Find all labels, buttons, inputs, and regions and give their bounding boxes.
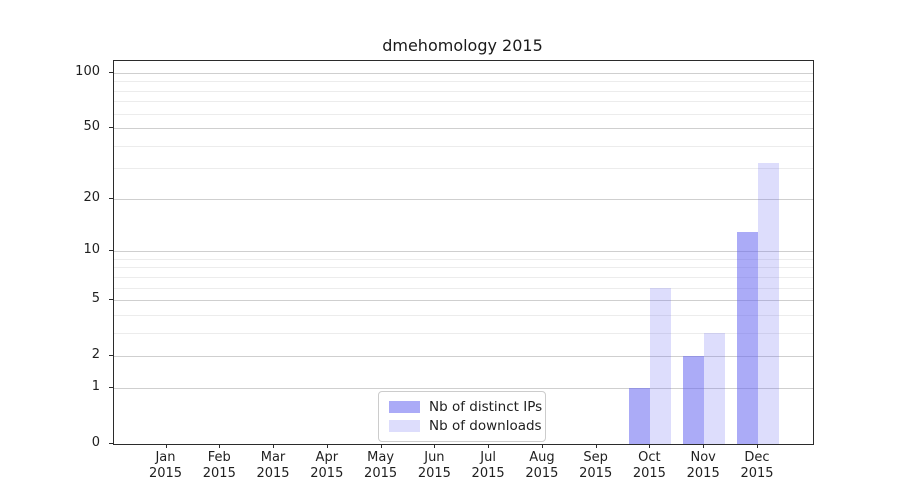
bar-nb-of-downloads-dec <box>758 162 779 444</box>
x-tick-mark <box>757 444 758 448</box>
x-tick-mark <box>434 444 436 448</box>
y-tick-mark <box>109 198 113 200</box>
distinct-ips-swatch <box>389 400 420 413</box>
gridline-major <box>114 73 813 74</box>
x-tick-mark <box>595 444 597 448</box>
bar-nb-of-downloads-oct <box>650 287 672 444</box>
gridline-minor <box>114 276 813 278</box>
gridline-minor <box>114 314 813 316</box>
plot-area: Nb of distinct IPs Nb of downloads <box>113 60 814 445</box>
chart-title: dmehomology 2015 <box>382 36 543 55</box>
y-tick-mark <box>109 126 113 128</box>
y-tick-label: 100 <box>75 64 100 79</box>
x-tick-label: Sep 2015 <box>579 450 613 481</box>
legend-label-distinct-ips: Nb of distinct IPs <box>429 398 543 415</box>
y-tick-mark <box>109 72 113 73</box>
y-tick-label: 2 <box>91 346 100 362</box>
x-tick-mark <box>649 444 651 448</box>
x-tick-label: Dec 2015 <box>740 450 774 481</box>
y-tick-label: 1 <box>91 379 100 395</box>
gridline-minor <box>114 287 813 289</box>
x-tick-mark <box>165 444 167 448</box>
gridline-minor <box>114 258 813 260</box>
x-tick-label: Aug 2015 <box>525 450 559 481</box>
y-tick-label: 20 <box>83 190 100 206</box>
x-tick-mark <box>488 444 490 448</box>
bar-nb-of-distinct-ips-oct <box>629 388 651 444</box>
downloads-swatch <box>389 419 420 432</box>
x-tick-label: Feb 2015 <box>202 450 236 481</box>
legend-row-downloads: Nb of downloads <box>379 416 545 435</box>
gridline-minor <box>114 267 813 269</box>
gridline-major <box>114 251 813 253</box>
y-tick-label: 5 <box>91 291 100 306</box>
y-tick-mark <box>109 387 113 389</box>
gridline-major <box>114 355 813 357</box>
x-tick-mark <box>541 444 543 448</box>
y-tick-label: 10 <box>83 242 100 258</box>
y-tick-mark <box>109 354 113 356</box>
x-tick-label: Jul 2015 <box>471 450 505 481</box>
y-tick-label: 0 <box>91 435 100 450</box>
gridline-major <box>114 388 813 390</box>
gridline-minor <box>114 81 813 83</box>
y-tick-mark <box>109 443 113 444</box>
bar-nb-of-distinct-ips-dec <box>737 231 758 444</box>
x-tick-mark <box>326 444 328 448</box>
x-tick-mark <box>703 444 705 448</box>
gridline-minor <box>114 145 813 147</box>
x-tick-label: Apr 2015 <box>310 450 344 481</box>
gridline-minor <box>114 90 813 92</box>
x-tick-label: May 2015 <box>364 450 398 481</box>
x-tick-label: Jun 2015 <box>417 450 451 481</box>
gridline-minor <box>114 332 813 334</box>
x-tick-label: Mar 2015 <box>256 450 290 481</box>
gridline-minor <box>114 101 813 103</box>
legend: Nb of distinct IPs Nb of downloads <box>378 391 546 442</box>
x-tick-label: Nov 2015 <box>686 450 720 481</box>
x-tick-mark <box>380 444 382 448</box>
gridline-major <box>114 199 813 201</box>
x-tick-mark <box>219 444 221 448</box>
y-tick-mark <box>109 299 113 300</box>
legend-row-distinct-ips: Nb of distinct IPs <box>379 397 545 416</box>
legend-label-downloads: Nb of downloads <box>429 417 542 434</box>
gridline-minor <box>114 167 813 169</box>
x-tick-label: Oct 2015 <box>632 450 666 481</box>
gridline-major <box>114 300 813 301</box>
x-tick-label: Jan 2015 <box>148 450 183 481</box>
y-tick-label: 50 <box>83 118 100 134</box>
gridline-major <box>114 127 813 129</box>
bar-nb-of-distinct-ips-nov <box>683 355 705 444</box>
y-tick-mark <box>109 250 113 252</box>
x-tick-mark <box>273 444 274 448</box>
gridline-minor <box>114 113 813 115</box>
bar-nb-of-downloads-nov <box>704 332 726 444</box>
